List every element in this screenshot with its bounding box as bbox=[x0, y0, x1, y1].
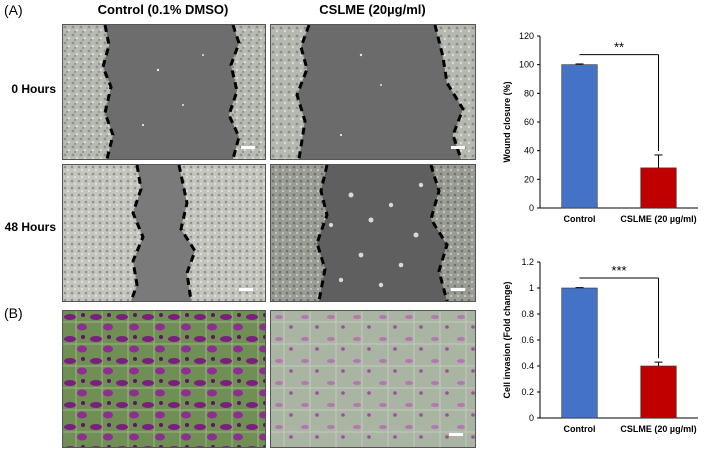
bar-control bbox=[561, 64, 598, 209]
y-tick-label: 40 bbox=[524, 146, 534, 156]
row-header-0-hours: 0 Hours bbox=[11, 82, 56, 96]
y-tick-label: 120 bbox=[519, 31, 534, 41]
micrograph-invasion-control bbox=[62, 310, 266, 448]
bar-cslme bbox=[640, 167, 677, 209]
y-tick-label: 1.2 bbox=[521, 257, 534, 267]
cell-invasion-bar-chart: 0 0.2 0.4 0.6 0.8 1 1.2 Cell invasion (Fold cha… bbox=[502, 257, 698, 434]
significance-marker: *** bbox=[611, 263, 626, 278]
y-tick-label: 0 bbox=[529, 203, 534, 213]
y-axis-label: Wound closure (%) bbox=[502, 81, 512, 162]
bar-cslme bbox=[640, 365, 677, 419]
column-header-cslme: CSLME (20µg/ml) bbox=[319, 2, 426, 17]
bar-control bbox=[561, 287, 598, 419]
micrograph-control-48h bbox=[62, 164, 266, 302]
y-tick-label: 100 bbox=[519, 60, 534, 70]
micrograph-cslme-48h bbox=[270, 164, 476, 302]
panel-a-label: (A) bbox=[4, 2, 23, 18]
chart-wound-closure: 0 20 40 60 80 100 120 Wound closure (%) Control C… bbox=[498, 26, 703, 238]
y-tick-label: 0.6 bbox=[521, 335, 534, 345]
chart-cell-invasion: 0 0.2 0.4 0.6 0.8 1 1.2 Cell invasion (Fold cha… bbox=[498, 252, 703, 448]
significance-marker: ** bbox=[614, 40, 624, 55]
y-tick-label: 80 bbox=[524, 88, 534, 98]
y-tick-label: 0.4 bbox=[521, 361, 534, 371]
panel-b-label: (B) bbox=[4, 305, 23, 321]
y-tick-label: 0.2 bbox=[521, 387, 534, 397]
row-header-48-hours: 48 Hours bbox=[4, 220, 56, 234]
wound-closure-bar-chart: 0 20 40 60 80 100 120 Wound closure (%) Control C… bbox=[502, 31, 698, 224]
y-tick-label: 0.8 bbox=[521, 309, 534, 319]
y-axis-label: Cell invasion (Fold change) bbox=[502, 281, 512, 398]
column-header-control: Control (0.1% DMSO) bbox=[97, 2, 229, 17]
y-tick-label: 1 bbox=[529, 283, 534, 293]
micrograph-invasion-cslme bbox=[270, 310, 476, 448]
micrograph-cslme-0h bbox=[270, 24, 476, 160]
x-tick-label: CSLME (20 µg/ml) bbox=[620, 424, 696, 434]
y-tick-label: 0 bbox=[529, 413, 534, 423]
x-tick-label: Control bbox=[564, 214, 596, 224]
x-tick-label: CSLME (20 µg/ml) bbox=[620, 214, 696, 224]
y-tick-label: 20 bbox=[524, 174, 534, 184]
y-tick-label: 60 bbox=[524, 117, 534, 127]
x-tick-label: Control bbox=[564, 424, 596, 434]
micrograph-control-0h bbox=[62, 24, 266, 160]
